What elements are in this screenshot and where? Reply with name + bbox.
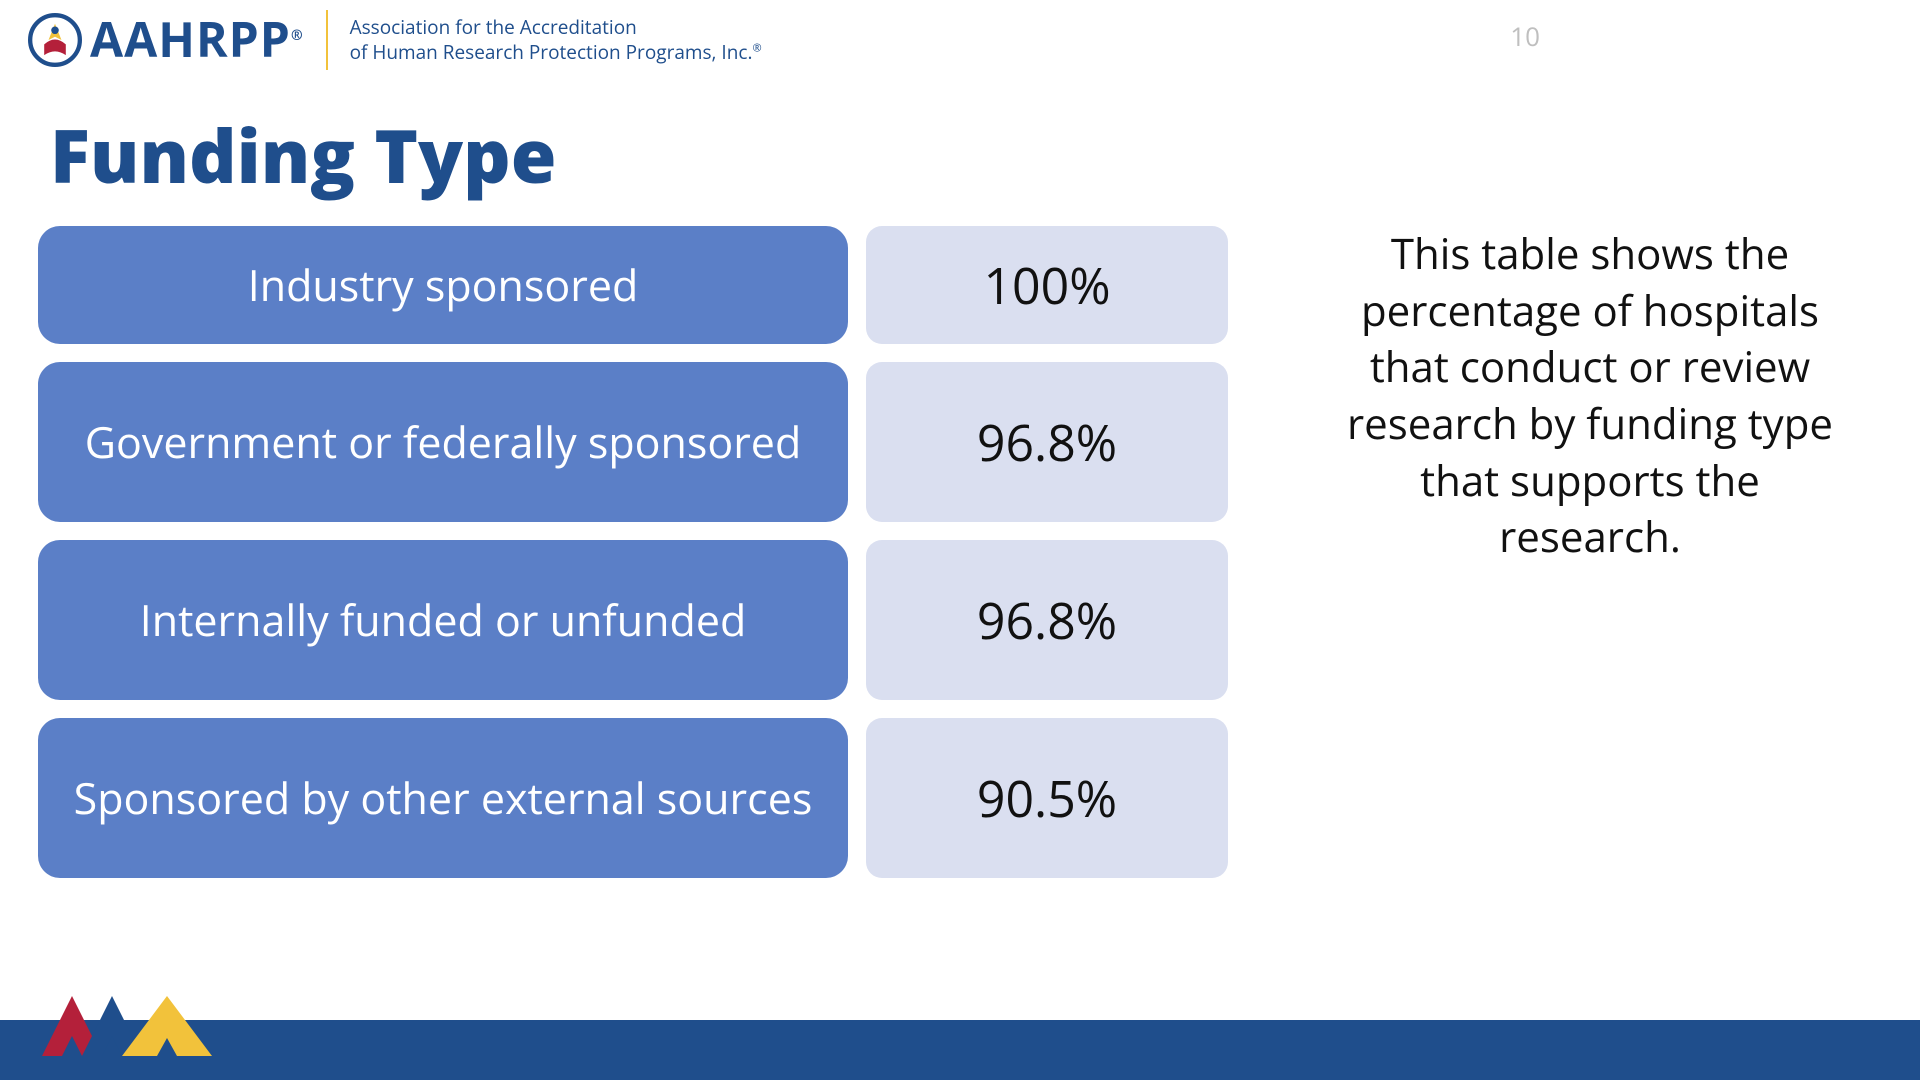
logo-acronym: AAHRPP®: [90, 16, 304, 64]
funding-table: Industry sponsored100%Government or fede…: [38, 226, 1228, 896]
logo-divider: [326, 10, 328, 70]
page-title: Funding Type: [50, 104, 557, 205]
row-value: 96.8%: [866, 540, 1228, 700]
logo-registered-mark: ®: [291, 26, 304, 45]
org-full-name-line1: Association for the Accreditation: [350, 14, 637, 40]
aahrpp-logo-icon: [28, 13, 82, 67]
header: AAHRPP® Association for the Accreditatio…: [28, 10, 762, 70]
table-row: Industry sponsored100%: [38, 226, 1228, 344]
org-registered-mark: ®: [752, 41, 761, 56]
row-label: Internally funded or unfunded: [38, 540, 848, 700]
row-value: 90.5%: [866, 718, 1228, 878]
row-label: Government or federally sponsored: [38, 362, 848, 522]
row-label: Sponsored by other external sources: [38, 718, 848, 878]
page-number: 10: [1510, 18, 1540, 54]
footer-chevrons-icon: [42, 986, 262, 1066]
table-row: Sponsored by other external sources90.5%: [38, 718, 1228, 878]
description-text: This table shows the percentage of hospi…: [1340, 226, 1840, 566]
row-value: 96.8%: [866, 362, 1228, 522]
org-full-name: Association for the Accreditation of Hum…: [350, 15, 762, 64]
row-label: Industry sponsored: [38, 226, 848, 344]
logo-acronym-text: AAHRPP: [90, 7, 291, 72]
org-full-name-line2: of Human Research Protection Programs, I…: [350, 39, 753, 65]
footer-bar: [0, 1020, 1920, 1080]
table-row: Internally funded or unfunded96.8%: [38, 540, 1228, 700]
row-value: 100%: [866, 226, 1228, 344]
table-row: Government or federally sponsored96.8%: [38, 362, 1228, 522]
